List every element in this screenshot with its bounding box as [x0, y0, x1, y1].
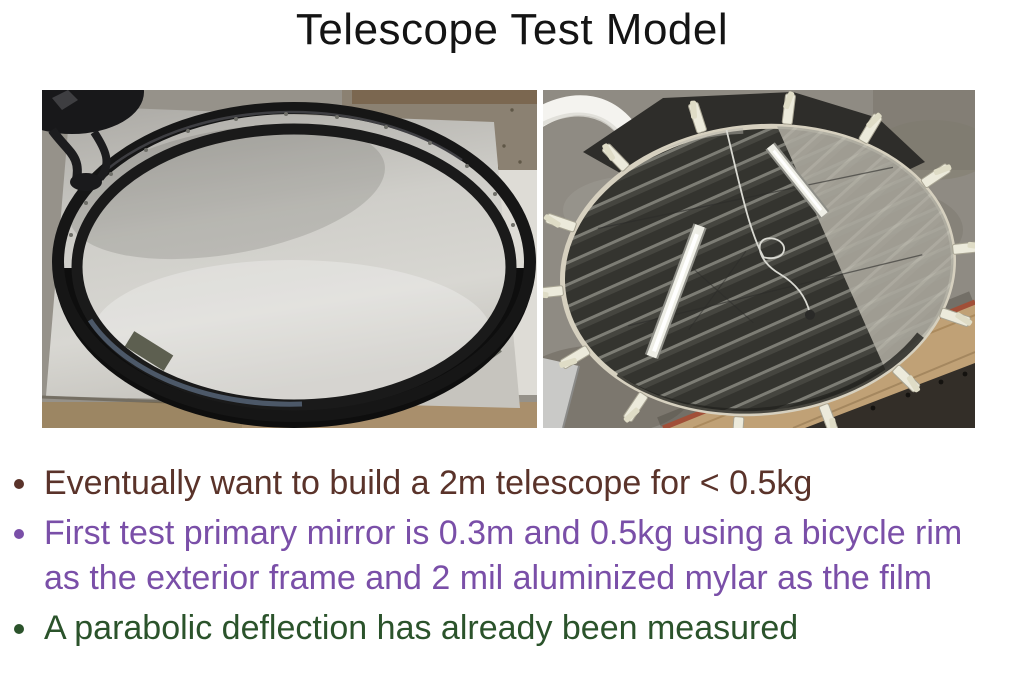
bicycle-rim-illustration — [42, 90, 537, 428]
bullet-list: Eventually want to build a 2m telescope … — [14, 461, 1014, 656]
slide-title: Telescope Test Model — [295, 5, 729, 54]
photo-mylar-mirror — [543, 90, 975, 428]
bullet-text: as the exterior frame and 2 mil aluminiz… — [44, 559, 933, 597]
bullet-text: A parabolic deflection has already been … — [44, 609, 799, 647]
bullet-dot — [14, 624, 24, 634]
stool-shape — [42, 90, 144, 191]
bullet-text: First test primary mirror is 0.3m and 0.… — [44, 514, 963, 552]
bullet-text: Eventually want to build a 2m telescope … — [44, 464, 813, 502]
mylar-mirror-illustration — [543, 90, 975, 428]
bullet-item-1: Eventually want to build a 2m telescope … — [14, 461, 1014, 506]
bullet-item-3: A parabolic deflection has already been … — [14, 606, 1014, 651]
photo-bicycle-rim — [42, 90, 537, 428]
bullet-dot — [14, 479, 24, 489]
bullet-dot — [14, 529, 24, 539]
clamp-ring — [543, 91, 975, 428]
bullet-item-2: First test primary mirror is 0.3m and 0.… — [14, 511, 1014, 601]
